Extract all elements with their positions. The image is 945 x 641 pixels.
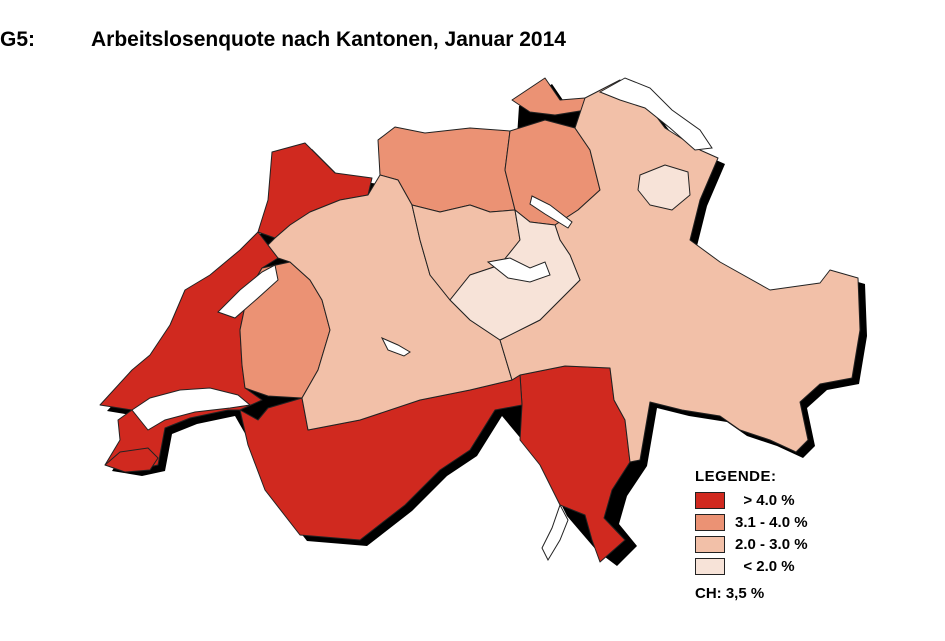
legend-swatch-mid-high — [695, 513, 725, 531]
lake-zurich — [529, 195, 573, 229]
map-legend: LEGENDE: > 4.0 % 3.1 - 4.0 % 2.0 - 3.0 %… — [695, 468, 808, 577]
lake-constance — [598, 77, 713, 151]
legend-swatch-high — [695, 491, 725, 509]
legend-label-low: < 2.0 % — [735, 557, 795, 575]
legend-swatch-low — [695, 557, 725, 575]
figure-number: G5: — [0, 28, 36, 51]
national-rate-note: CH: 3,5 % — [695, 585, 765, 602]
canton-appenzell — [637, 164, 691, 211]
lake-thun — [380, 336, 411, 357]
canton-bern — [267, 174, 513, 431]
legend-label-high: > 4.0 % — [735, 491, 795, 509]
legend-item-high: > 4.0 % — [695, 489, 808, 511]
lake-maggiore — [541, 503, 569, 562]
legend-label-mid-low: 2.0 - 3.0 % — [735, 535, 808, 553]
legend-item-mid-low: 2.0 - 3.0 % — [695, 533, 808, 555]
map-title: Arbeitslosenquote nach Kantonen, Januar … — [91, 28, 566, 51]
legend-heading: LEGENDE: — [695, 468, 777, 485]
legend-item-low: < 2.0 % — [695, 555, 808, 577]
legend-swatch-mid-low — [695, 535, 725, 553]
lake-lucerne — [486, 257, 551, 283]
lake-geneva — [131, 387, 252, 431]
legend-item-mid-high: 3.1 - 4.0 % — [695, 511, 808, 533]
lake-neuchatel — [217, 264, 279, 319]
legend-label-mid-high: 3.1 - 4.0 % — [735, 513, 808, 531]
canton-geneva — [104, 447, 159, 473]
